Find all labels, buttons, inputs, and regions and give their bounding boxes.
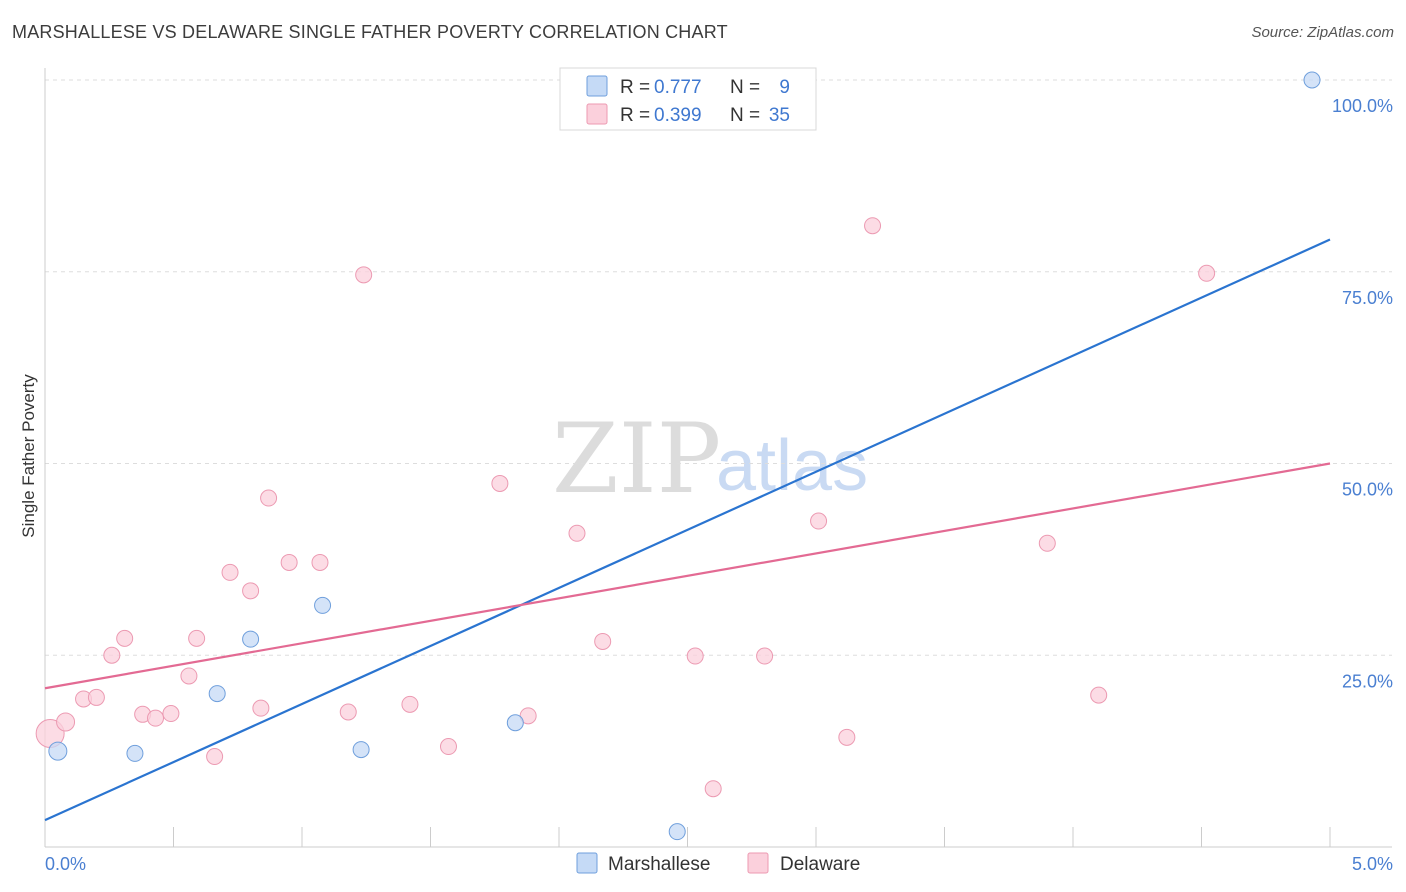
point-delaware xyxy=(180,667,198,685)
axes xyxy=(44,68,1392,848)
bottom-legend-swatch-marshallese xyxy=(576,852,598,874)
gridlines xyxy=(45,79,1392,656)
point-delaware xyxy=(756,647,774,665)
point-delaware xyxy=(56,712,76,732)
data-points xyxy=(35,71,1321,841)
legend-swatch-delaware xyxy=(586,103,608,125)
y-tick-label: 75.0% xyxy=(1342,288,1393,308)
point-delaware xyxy=(260,489,278,507)
legend-r-value-marshallese: 0.777 xyxy=(654,77,702,98)
bottom-legend-label-marshallese: Marshallese xyxy=(608,854,710,875)
x-tick-label: 0.0% xyxy=(45,854,86,874)
bottom-legend-label-delaware: Delaware xyxy=(780,854,860,875)
trend-line-delaware xyxy=(44,462,1331,690)
point-delaware xyxy=(864,217,882,235)
point-marshallese xyxy=(126,744,144,762)
point-marshallese xyxy=(668,823,686,841)
point-delaware xyxy=(103,646,121,664)
point-delaware xyxy=(1038,534,1056,552)
point-delaware xyxy=(280,553,298,571)
point-marshallese xyxy=(48,741,68,761)
y-tick-label: 50.0% xyxy=(1342,480,1393,500)
point-delaware xyxy=(162,705,180,723)
source-label: Source: ZipAtlas.com xyxy=(1251,24,1394,41)
point-delaware xyxy=(242,582,260,600)
tick-labels: 25.0% 50.0% 75.0% 100.0% 0.0% 5.0% xyxy=(45,96,1393,874)
point-delaware xyxy=(206,747,224,765)
legend-n-value-delaware: 35 xyxy=(769,105,790,126)
point-delaware xyxy=(704,780,722,798)
point-delaware xyxy=(311,553,329,571)
legend-r-label: R = xyxy=(620,105,650,126)
trend-lines xyxy=(44,238,1331,822)
point-delaware xyxy=(439,738,457,756)
bottom-legend-swatch-delaware xyxy=(747,852,769,874)
point-delaware xyxy=(401,695,419,713)
point-delaware xyxy=(838,728,856,746)
point-delaware xyxy=(188,629,206,647)
x-tick-label: 5.0% xyxy=(1352,854,1393,874)
point-marshallese xyxy=(208,685,226,703)
legend-r-value-delaware: 0.399 xyxy=(654,105,702,126)
point-delaware xyxy=(355,266,373,284)
point-marshallese xyxy=(506,714,524,732)
point-delaware xyxy=(116,629,134,647)
y-tick-label: 25.0% xyxy=(1342,671,1393,691)
point-marshallese xyxy=(1303,71,1321,89)
point-delaware xyxy=(339,703,357,721)
legend-n-label: N = xyxy=(730,77,760,98)
point-delaware xyxy=(1198,264,1216,282)
legend-n-label: N = xyxy=(730,105,760,126)
point-marshallese xyxy=(352,741,370,759)
point-delaware xyxy=(221,563,239,581)
point-delaware xyxy=(491,474,509,492)
point-marshallese xyxy=(242,630,260,648)
y-tick-label: 100.0% xyxy=(1332,96,1393,116)
legend-r-label: R = xyxy=(620,77,650,98)
bottom-legend: Marshallese Delaware xyxy=(576,852,860,875)
point-delaware xyxy=(594,632,612,650)
y-axis-label: Single Father Poverty xyxy=(19,374,38,538)
point-marshallese xyxy=(314,596,332,614)
point-delaware xyxy=(252,699,270,717)
point-delaware xyxy=(1090,686,1108,704)
point-delaware xyxy=(810,512,828,530)
watermark-zip: ZIP xyxy=(552,403,721,515)
point-delaware xyxy=(147,709,165,727)
trend-line-marshallese xyxy=(44,238,1331,822)
legend-swatch-marshallese xyxy=(586,75,608,97)
point-delaware xyxy=(686,647,704,665)
legend: R = 0.777 N = 9 R = 0.399 N = 35 xyxy=(559,67,817,131)
point-delaware xyxy=(87,688,105,706)
watermark-atlas: atlas xyxy=(716,426,868,506)
chart-title: MARSHALLESE VS DELAWARE SINGLE FATHER PO… xyxy=(12,22,728,42)
point-delaware xyxy=(568,524,586,542)
legend-n-value-marshallese: 9 xyxy=(779,77,790,98)
